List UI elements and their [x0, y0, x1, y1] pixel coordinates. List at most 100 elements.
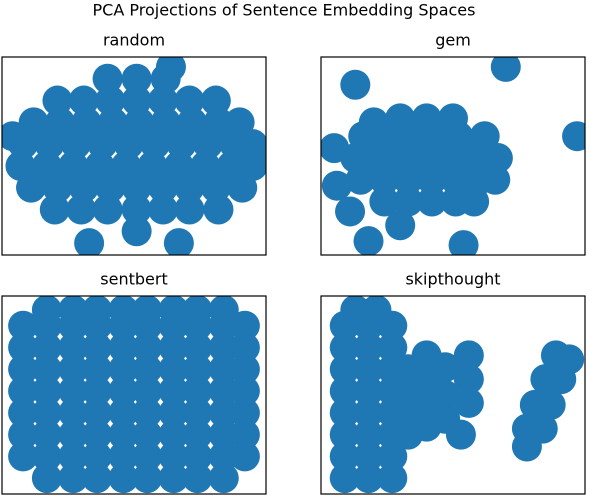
scatter-point — [511, 431, 542, 462]
scatter-point — [480, 164, 511, 195]
scatter-point — [430, 380, 461, 410]
scatter-point — [158, 354, 189, 385]
scatter-point — [229, 397, 260, 428]
scatter-point — [353, 441, 384, 472]
scatter-point — [148, 194, 179, 225]
scatter-point — [393, 186, 424, 217]
subplot-title: sentbert — [100, 270, 167, 289]
scatter-point — [148, 85, 179, 116]
scatter-point — [31, 332, 62, 363]
axes-frame — [320, 56, 586, 256]
scatter-point — [121, 63, 152, 94]
scatter-point — [71, 107, 102, 138]
scatter-point — [174, 194, 205, 225]
scatter-point — [132, 419, 163, 450]
scatter-point — [58, 376, 89, 407]
scatter-point — [182, 441, 213, 472]
scatter-point — [329, 376, 360, 407]
scatter-point — [438, 103, 468, 134]
scatter-point — [108, 354, 139, 385]
scatter-point — [132, 332, 163, 363]
scatter-point — [353, 376, 384, 407]
scatter-point — [108, 397, 139, 428]
scatter-point — [329, 463, 360, 494]
scatter-point — [74, 228, 105, 255]
scatter-point — [358, 107, 389, 138]
scatter-point — [132, 376, 163, 407]
scatter-point — [84, 150, 115, 181]
scatter-point — [121, 216, 152, 247]
scatter-point — [200, 85, 231, 116]
scatter-point — [208, 419, 239, 450]
scatter-point — [108, 441, 139, 472]
scatter-point — [229, 376, 260, 407]
scatter-point — [182, 376, 213, 407]
scatter-point — [58, 463, 89, 494]
scatter-point — [82, 332, 113, 363]
scatter-point — [453, 364, 484, 395]
scatter-point — [329, 332, 360, 363]
scatter-point — [132, 354, 163, 385]
plot-area — [329, 296, 585, 494]
scatter-point — [18, 107, 49, 138]
scatter-point — [329, 441, 360, 472]
scatter-point — [377, 441, 408, 472]
scatter-point — [58, 419, 89, 450]
scatter-point — [229, 419, 260, 450]
scatter-point — [108, 296, 139, 325]
scatter-point — [8, 332, 39, 363]
scatter-point — [385, 210, 416, 241]
scatter-point — [163, 228, 194, 255]
scatter-point — [469, 121, 500, 152]
scatter-point — [158, 296, 189, 325]
scatter-point — [353, 354, 384, 385]
scatter-point — [182, 296, 213, 325]
scatter-point — [182, 354, 213, 385]
scatter-point — [208, 354, 239, 385]
scatter-point — [58, 332, 89, 363]
scatter-point — [321, 133, 350, 164]
scatter-point — [58, 354, 89, 385]
scatter-point — [8, 397, 39, 428]
scatter-point — [224, 107, 255, 138]
scatter-point — [82, 354, 113, 385]
scatter-point — [361, 296, 392, 325]
scatter-point — [92, 194, 123, 225]
scatter-point — [208, 296, 239, 325]
scatter-point — [329, 397, 360, 428]
scatter-point — [31, 463, 62, 494]
plot-area — [8, 296, 260, 494]
scatter-point — [124, 107, 155, 138]
scatter-point — [329, 419, 360, 450]
scatter-point — [490, 57, 521, 82]
scatter-point — [208, 463, 239, 494]
subplot: random — [1, 31, 267, 256]
scatter-point — [108, 419, 139, 450]
scatter-point — [182, 332, 213, 363]
scatter-point — [31, 296, 62, 325]
scatter-point — [353, 463, 384, 494]
scatter-point — [369, 186, 400, 217]
scatter-point — [353, 332, 384, 363]
scatter-point — [8, 376, 39, 407]
figure-title: PCA Projections of Sentence Embedding Sp… — [93, 1, 476, 20]
subplot-title: random — [103, 31, 165, 50]
scatter-point — [82, 376, 113, 407]
scatter-point — [132, 296, 163, 325]
scatter-point — [562, 121, 585, 152]
scatter-point — [482, 142, 513, 173]
scatter-point — [31, 354, 62, 385]
axes-frame — [1, 295, 267, 495]
scatter-point — [58, 150, 89, 181]
scatter-point — [31, 397, 62, 428]
scatter-point — [177, 107, 208, 138]
scatter-point — [340, 69, 371, 100]
scatter-point — [229, 310, 260, 341]
scatter-point — [208, 441, 239, 472]
scatter-point — [182, 419, 213, 450]
scatter-point — [132, 397, 163, 428]
scatter-point — [430, 352, 461, 383]
scatter-point — [8, 441, 39, 472]
scatter-point — [8, 419, 39, 450]
scatter-point — [82, 463, 113, 494]
